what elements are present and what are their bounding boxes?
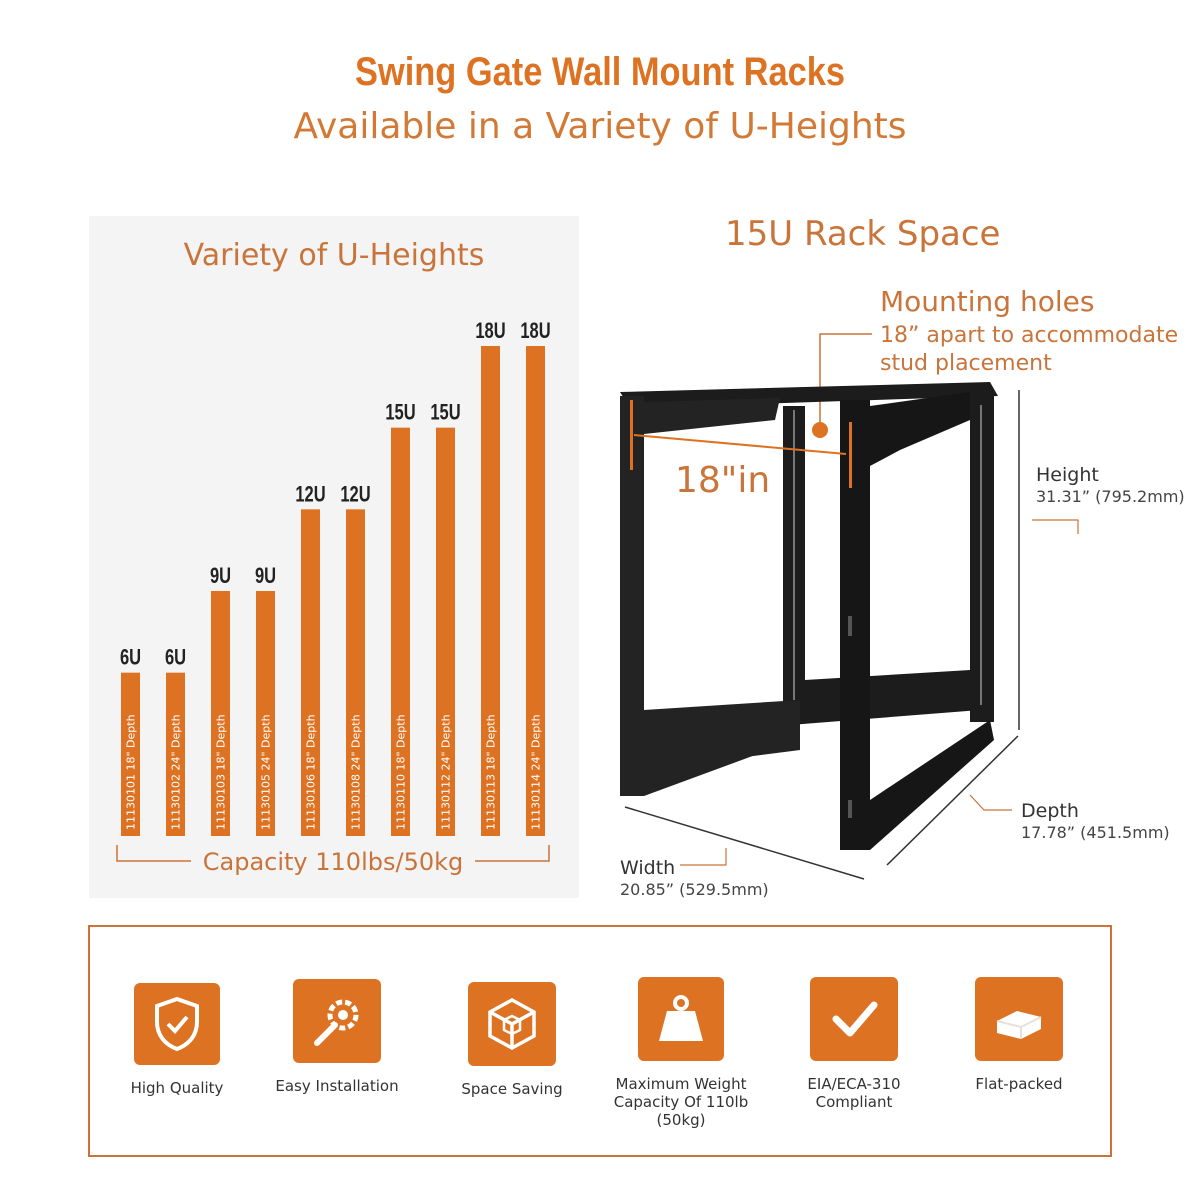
rack-rear-frame xyxy=(620,382,998,725)
weight-icon xyxy=(638,977,724,1061)
rack-title: 15U Rack Space xyxy=(725,214,1001,254)
rack-right-post xyxy=(840,392,994,850)
mounting-holes-title: Mounting holes xyxy=(880,285,1095,318)
bar-sku-label: 11130103 18" Depth xyxy=(215,714,228,830)
feature-label: Maximum Weight Capacity Of 110lb (50kg) xyxy=(613,1075,749,1129)
width-dim-line xyxy=(624,806,865,880)
bar-sku-label: 11130106 18" Depth xyxy=(305,714,318,830)
bar-label: 18U xyxy=(475,319,505,344)
bar-sku-label: 11130101 18" Depth xyxy=(125,714,138,830)
chart-title: Variety of U-Heights xyxy=(183,238,485,273)
depth-value: 17.78” (451.5mm) xyxy=(1021,823,1170,842)
u-height-chart: 6U 11130101 18" Depth 6U 11130102 24" Depth… xyxy=(116,319,551,876)
bar xyxy=(166,672,185,836)
mounting-holes-desc: 18” apart to accommodate stud placement xyxy=(880,323,1179,376)
bar-sku-label: 11130105 24" Depth xyxy=(260,714,273,830)
right-mount-strip xyxy=(849,422,852,488)
bar-sku-label: 11130102 24" Depth xyxy=(170,714,183,830)
bar xyxy=(481,346,500,836)
bar-sku-label: 11130114 24" Depth xyxy=(530,714,543,830)
bar-label: 15U xyxy=(385,400,415,425)
bar xyxy=(391,427,410,836)
bar-label: 9U xyxy=(210,564,231,589)
mounting-hole-dot xyxy=(812,422,828,438)
bar-label: 18U xyxy=(520,319,550,344)
left-mount-strip xyxy=(630,400,633,470)
rack-holes xyxy=(793,405,982,705)
feature-space-saving: Space Saving xyxy=(451,982,573,1098)
depth-callout xyxy=(969,794,1012,811)
height-callout xyxy=(1032,519,1079,534)
bar-label: 15U xyxy=(430,400,460,425)
bar xyxy=(256,591,275,836)
bar-sku-label: 11130110 18" Depth xyxy=(395,714,408,830)
width-callout-line xyxy=(680,848,727,866)
bar xyxy=(121,672,140,836)
shield-check-icon xyxy=(134,983,220,1065)
feature-flat-packed: Flat-packed xyxy=(958,977,1080,1093)
bar-sku-label: 11130112 24" Depth xyxy=(440,714,453,830)
height-value: 31.31” (795.2mm) xyxy=(1036,487,1185,506)
page-subtitle: Available in a Variety of U-Heights xyxy=(293,106,907,147)
feature-max-weight: Maximum Weight Capacity Of 110lb (50kg) xyxy=(590,977,772,1129)
rack-illustration xyxy=(620,333,1079,880)
feature-label: High Quality xyxy=(130,1079,224,1097)
feature-high-quality: High Quality xyxy=(116,983,238,1097)
capacity-label: Capacity 110lbs/50kg xyxy=(203,848,463,876)
capacity-bracket-left xyxy=(116,845,191,862)
bar xyxy=(211,591,230,836)
height-label: Height xyxy=(1036,464,1099,486)
bar xyxy=(436,427,455,836)
feature-easy-installation: Easy Installation xyxy=(266,979,408,1095)
feature-label: Easy Installation xyxy=(275,1077,399,1095)
feature-eia-compliant: EIA/ECA-310 Compliant xyxy=(792,977,916,1111)
cube-icon xyxy=(468,982,556,1066)
box-icon xyxy=(975,977,1063,1061)
page-title: Swing Gate Wall Mount Racks xyxy=(355,50,845,94)
bar-label: 12U xyxy=(295,482,325,507)
bar-label: 9U xyxy=(255,564,276,589)
width-label: Width xyxy=(620,857,676,879)
bar-sku-label: 11130113 18" Depth xyxy=(485,714,498,830)
features-box xyxy=(88,925,1112,1157)
rack-left-post xyxy=(620,396,800,796)
span-line xyxy=(633,434,847,455)
bar-sku-label: 11130108 24" Depth xyxy=(350,714,363,830)
bar xyxy=(301,509,320,836)
bar xyxy=(346,509,365,836)
feature-label: Space Saving xyxy=(461,1080,563,1098)
span-label: 18"in xyxy=(675,460,771,501)
feature-label: EIA/ECA-310 Compliant xyxy=(807,1075,901,1111)
gear-wrench-icon xyxy=(293,979,381,1063)
depth-label: Depth xyxy=(1021,800,1079,822)
capacity-bracket-right xyxy=(475,845,550,862)
bar-label: 6U xyxy=(165,645,186,670)
width-value: 20.85” (529.5mm) xyxy=(620,880,769,899)
bar-label: 6U xyxy=(120,645,141,670)
feature-label: Flat-packed xyxy=(975,1075,1063,1093)
depth-dim-line xyxy=(886,735,1019,866)
checkmark-icon xyxy=(810,977,898,1061)
bar xyxy=(526,346,545,836)
bar-label: 12U xyxy=(340,482,370,507)
